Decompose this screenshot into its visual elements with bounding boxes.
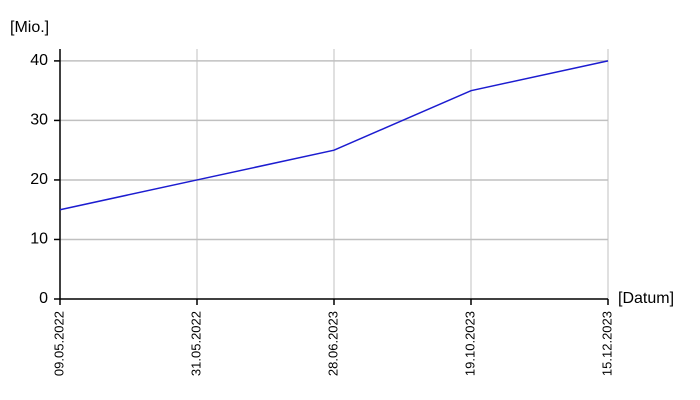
x-tick-label: 19.10.2023	[462, 311, 477, 376]
x-tick-label: 09.05.2022	[51, 311, 66, 376]
x-tick-label: 31.05.2022	[188, 311, 203, 376]
y-tick-label: 0	[39, 290, 48, 307]
x-tick-label: 28.06.2023	[325, 311, 340, 376]
x-tick-label: 15.12.2023	[599, 311, 614, 376]
y-tick-label: 30	[30, 112, 48, 129]
y-axis-label: [Mio.]	[10, 19, 49, 36]
y-tick-label: 10	[30, 231, 48, 248]
y-tick-label: 40	[30, 52, 48, 69]
y-tick-label: 20	[30, 171, 48, 188]
data-line	[59, 60, 609, 211]
x-axis-label: [Datum]	[618, 290, 674, 307]
